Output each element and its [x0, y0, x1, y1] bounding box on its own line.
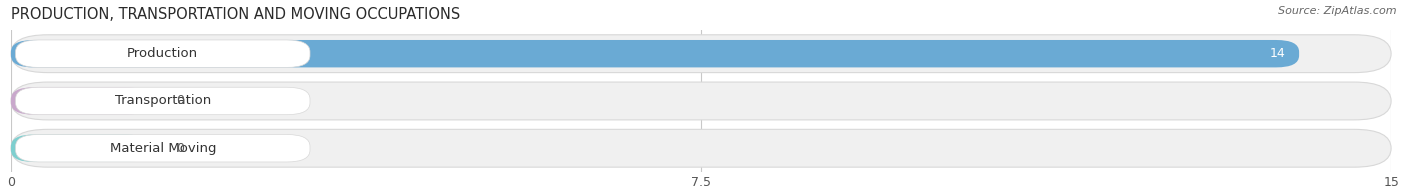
- FancyBboxPatch shape: [11, 82, 1391, 120]
- FancyBboxPatch shape: [11, 35, 1391, 73]
- Text: PRODUCTION, TRANSPORTATION AND MOVING OCCUPATIONS: PRODUCTION, TRANSPORTATION AND MOVING OC…: [11, 7, 460, 22]
- Text: 14: 14: [1270, 47, 1285, 60]
- Text: 0: 0: [177, 94, 184, 107]
- Text: Source: ZipAtlas.com: Source: ZipAtlas.com: [1278, 6, 1396, 16]
- FancyBboxPatch shape: [15, 134, 309, 162]
- Text: Transportation: Transportation: [115, 94, 211, 107]
- Text: Production: Production: [127, 47, 198, 60]
- FancyBboxPatch shape: [15, 40, 309, 67]
- Text: Material Moving: Material Moving: [110, 142, 217, 155]
- Text: 0: 0: [177, 142, 184, 155]
- FancyBboxPatch shape: [15, 87, 309, 115]
- FancyBboxPatch shape: [11, 40, 1299, 67]
- FancyBboxPatch shape: [11, 129, 1391, 167]
- FancyBboxPatch shape: [11, 134, 149, 162]
- FancyBboxPatch shape: [11, 87, 149, 115]
